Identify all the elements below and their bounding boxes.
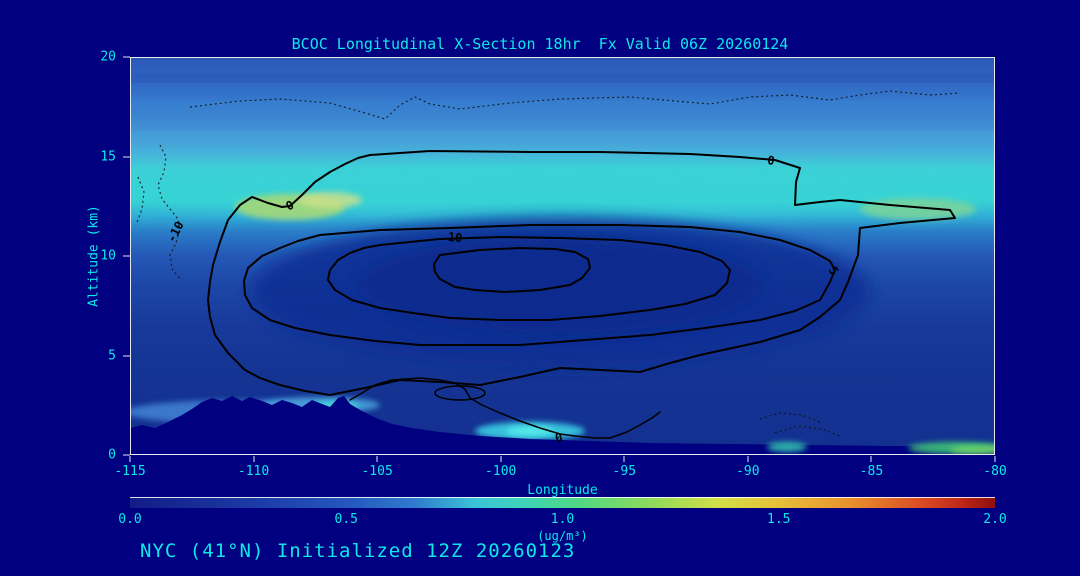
colorbar xyxy=(130,497,995,508)
y-tick-mark xyxy=(123,255,130,257)
x-tick-label: -105 xyxy=(361,464,393,479)
x-axis-tick-marks xyxy=(129,456,996,462)
terrain-silhouette xyxy=(130,396,995,455)
y-axis-tick-labels: 0 5 10 15 20 xyxy=(84,50,124,463)
x-tick-label: -90 xyxy=(736,464,760,479)
x-tick-mark xyxy=(376,456,378,462)
contour-label: 0 xyxy=(554,430,565,445)
x-tick-mark xyxy=(623,456,625,462)
x-tick-label: -80 xyxy=(983,464,1007,479)
y-tick-label: 15 xyxy=(100,149,116,164)
y-axis-tick-marks xyxy=(123,56,130,456)
x-tick-label: -100 xyxy=(485,464,517,479)
x-tick-label: -110 xyxy=(237,464,270,479)
colorbar-tick-labels: 0.0 0.5 1.0 1.5 2.0 xyxy=(118,512,1006,528)
y-tick-label: 10 xyxy=(100,248,116,264)
colorbar-tick-label: 0.0 xyxy=(118,512,142,527)
y-tick-mark xyxy=(123,454,130,456)
x-tick-mark xyxy=(500,456,502,462)
y-tick-label: 5 xyxy=(108,348,116,363)
contour-label: 10 xyxy=(447,230,463,245)
init-info-text: NYC (41°N) Initialized 12Z 20260123 xyxy=(140,540,576,562)
x-tick-mark xyxy=(994,456,996,462)
x-axis-tick-labels: -115 -110 -105 -100 -95 -90 -85 -80 xyxy=(114,464,1006,480)
contour-label: 0 xyxy=(767,153,776,168)
dotted-contours xyxy=(135,90,961,437)
x-tick-mark xyxy=(747,456,749,462)
y-tick-mark xyxy=(123,56,130,58)
colorbar-tick-label: 1.5 xyxy=(767,512,791,527)
colorbar-units-label: (ug/m³) xyxy=(537,529,588,543)
y-tick-mark xyxy=(123,355,130,356)
upper-bands xyxy=(130,73,995,143)
solid-contours xyxy=(207,150,956,439)
x-axis-label: Longitude xyxy=(527,483,598,498)
plot-area: 0 0 10 5 -10 0 xyxy=(130,57,995,455)
colorbar-tick-label: 0.5 xyxy=(334,512,358,527)
colorbar-tick-label: 1.0 xyxy=(550,512,575,527)
x-tick-mark xyxy=(253,456,255,462)
y-tick-mark xyxy=(123,156,130,157)
x-tick-mark xyxy=(129,456,131,462)
x-tick-label: -85 xyxy=(859,464,884,479)
colorbar-tick-label: 2.0 xyxy=(983,512,1007,527)
x-tick-mark xyxy=(870,456,872,462)
surface-green-patches xyxy=(767,442,995,454)
y-tick-label: 20 xyxy=(100,49,116,65)
y-tick-label: 0 xyxy=(108,447,116,463)
x-tick-label: -115 xyxy=(114,464,146,479)
x-tick-label: -95 xyxy=(612,464,637,479)
chart-title: BCOC Longitudinal X-Section 18hr Fx Vali… xyxy=(291,35,789,53)
